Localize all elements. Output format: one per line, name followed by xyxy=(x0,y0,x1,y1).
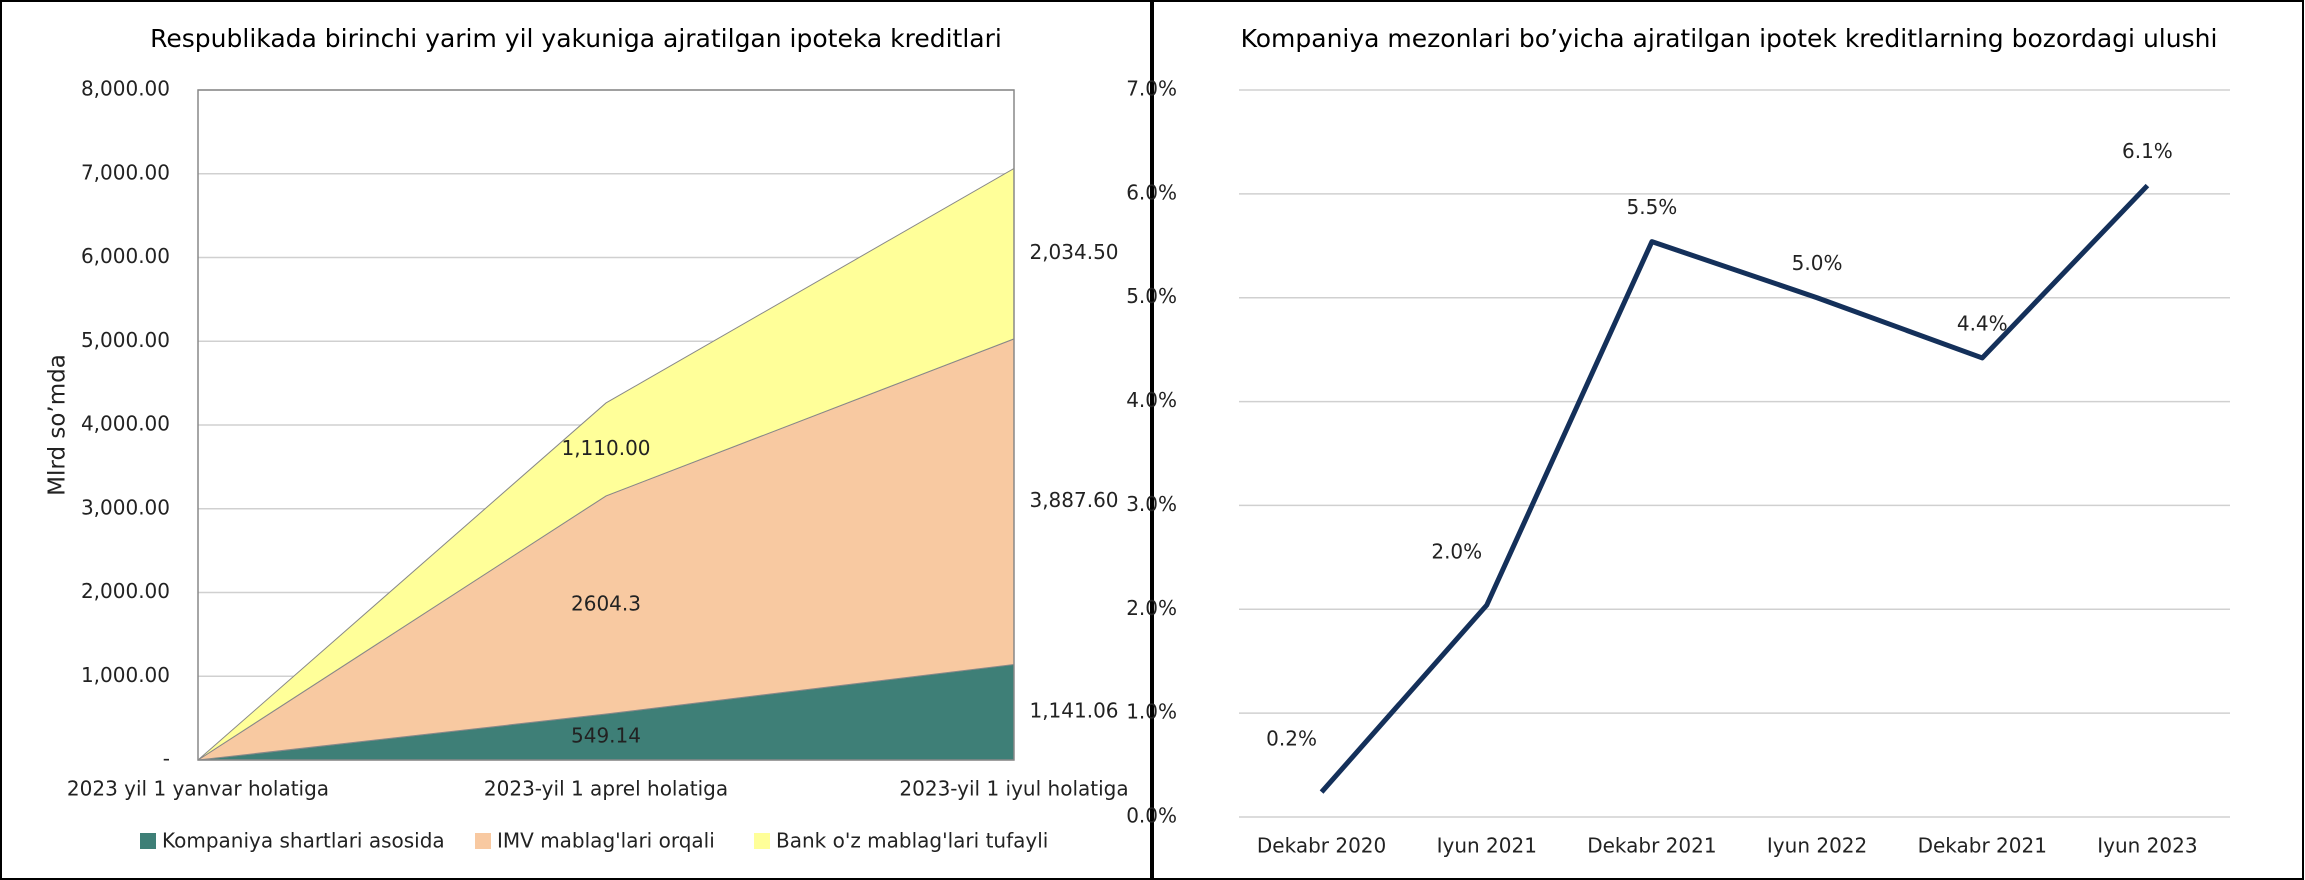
x-tick-label: Dekabr 2021 xyxy=(1918,834,2047,858)
legend-label: Bank o'z mablag'lari tufayli xyxy=(776,829,1048,853)
y-tick-label: 6.0% xyxy=(1126,180,1177,204)
x-tick-label: Dekabr 2020 xyxy=(1257,834,1386,858)
data-label: 4.4% xyxy=(1957,311,2008,335)
data-label: 0.2% xyxy=(1266,727,1317,751)
y-tick-label: 3.0% xyxy=(1126,492,1177,516)
y-tick-label: 6,000.00 xyxy=(81,244,170,268)
y-tick-label: 7,000.00 xyxy=(81,160,170,184)
y-tick-label: 0.0% xyxy=(1126,804,1177,828)
x-tick-label: Iyun 2022 xyxy=(1767,834,1867,858)
chart-title: Kompaniya mezonlari bo’yicha ajratilgan … xyxy=(1241,24,2218,53)
data-label: 5.5% xyxy=(1627,195,1678,219)
data-label: 2604.3 xyxy=(571,591,641,615)
data-label: 5.0% xyxy=(1792,251,1843,275)
x-tick-label: 2023-yil 1 aprel holatiga xyxy=(484,777,728,801)
legend-swatch xyxy=(754,833,770,849)
data-label: 549.14 xyxy=(571,724,641,748)
y-tick-label: 4.0% xyxy=(1126,388,1177,412)
legend-label: IMV mablag'lari orqali xyxy=(497,829,715,853)
chart-title: Respublikada birinchi yarim yil yakuniga… xyxy=(150,24,1002,53)
legend-label: Kompaniya shartlari asosida xyxy=(162,829,445,853)
y-tick-label: 8,000.00 xyxy=(81,77,170,101)
y-tick-label: 3,000.00 xyxy=(81,495,170,519)
data-label: 6.1% xyxy=(2122,139,2173,163)
y-tick-label: 1,000.00 xyxy=(81,663,170,687)
line xyxy=(1319,183,2150,794)
y-tick-label: 4,000.00 xyxy=(81,412,170,436)
left-panel xyxy=(0,0,1152,880)
x-tick-label: Iyun 2021 xyxy=(1437,834,1537,858)
legend-swatch xyxy=(475,833,491,849)
y-tick-label: 7.0% xyxy=(1126,77,1177,101)
y-tick-label: 1.0% xyxy=(1126,700,1177,724)
data-label: 1,110.00 xyxy=(561,436,650,460)
legend-swatch xyxy=(140,833,156,849)
x-tick-label: Dekabr 2021 xyxy=(1587,834,1716,858)
y-tick-label: 2,000.00 xyxy=(81,579,170,603)
data-label: 2,034.50 xyxy=(1029,240,1118,264)
x-tick-label: 2023-yil 1 iyul holatiga xyxy=(899,777,1128,801)
y-tick-label: 2.0% xyxy=(1126,596,1177,620)
x-tick-label: 2023 yil 1 yanvar holatiga xyxy=(67,777,329,801)
y-tick-label: - xyxy=(163,747,170,771)
y-axis-label: Mlrd so’mda xyxy=(45,354,71,496)
y-tick-label: 5.0% xyxy=(1126,284,1177,308)
x-tick-label: Iyun 2023 xyxy=(2097,834,2197,858)
data-label: 2.0% xyxy=(1431,540,1482,564)
y-tick-label: 5,000.00 xyxy=(81,328,170,352)
data-label: 3,887.60 xyxy=(1029,488,1118,512)
right-panel xyxy=(1152,0,2304,880)
plot-border xyxy=(197,89,1015,761)
data-label: 1,141.06 xyxy=(1029,699,1118,723)
